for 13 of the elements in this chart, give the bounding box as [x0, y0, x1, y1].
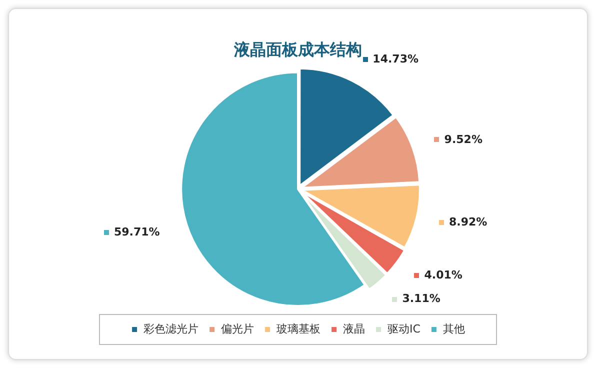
- legend-label: 玻璃基板: [276, 322, 321, 336]
- data-label: 9.52%: [444, 132, 482, 146]
- data-label: 59.71%: [114, 225, 160, 238]
- data-label: 14.73%: [372, 52, 419, 66]
- legend-label: 驱动IC: [388, 322, 421, 336]
- legend-label: 液晶: [343, 322, 366, 336]
- legend-label: 彩色滤光片: [144, 322, 199, 336]
- data-label: 8.92%: [448, 215, 488, 228]
- data-label: 3.11%: [402, 292, 440, 306]
- legend-label: 偏光片: [221, 322, 254, 336]
- chart-title: 液晶面板成本结构: [233, 40, 362, 59]
- data-label: 4.01%: [424, 268, 462, 282]
- legend-label: 其他: [442, 322, 465, 336]
